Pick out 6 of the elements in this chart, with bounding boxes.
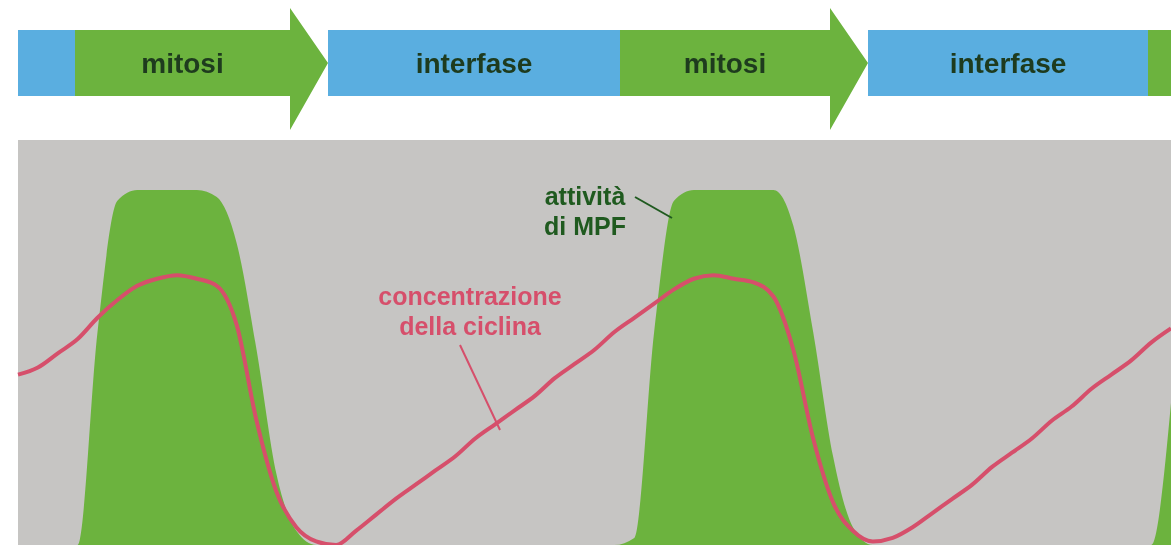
text: interfase [415, 48, 533, 79]
text: mitosi [683, 48, 767, 79]
text: mitosi [141, 48, 224, 79]
series-label: concentrazione della ciclina [378, 282, 562, 340]
series-label: attività di MPF [544, 182, 626, 240]
text: interfase [949, 48, 1067, 79]
